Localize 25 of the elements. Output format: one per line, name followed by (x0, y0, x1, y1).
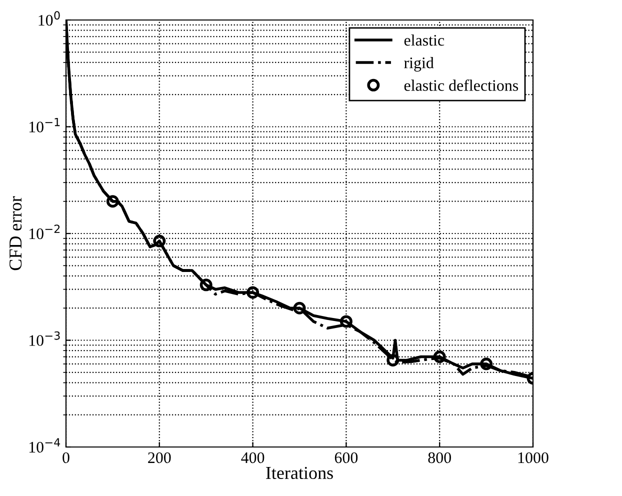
point (293, 302, 306, 314)
legend-label: elastic deflections (404, 79, 518, 91)
y-tick-label: 10$^{0}$ (38, 11, 60, 26)
point (153, 234, 166, 248)
x-tick-label: 800 (428, 452, 451, 464)
y-tick-label: 10$^{−4}$ (29, 438, 60, 453)
y-tick-label: 10$^{−2}$ (29, 224, 60, 240)
point (246, 286, 260, 299)
point (480, 358, 493, 370)
x-tick-label: 0 (62, 452, 70, 464)
legend-label: rigid (404, 57, 434, 72)
point (386, 354, 400, 366)
point (106, 195, 119, 208)
x-tick-label: 200 (148, 452, 171, 464)
y-tick-label: 10$^{−3}$ (29, 331, 60, 346)
x-tick-label: 1000 (518, 452, 548, 464)
point (433, 350, 446, 364)
x-axis-title: Iterations (266, 466, 333, 480)
y-tick-label: 10$^{−1}$ (29, 118, 60, 132)
point (340, 315, 352, 328)
x-tick-label: 400 (241, 452, 264, 464)
legend-label: elastic (404, 34, 444, 46)
y-axis-title: CFD error (9, 196, 22, 270)
x-tick-label: 600 (334, 452, 358, 464)
point (200, 278, 212, 292)
